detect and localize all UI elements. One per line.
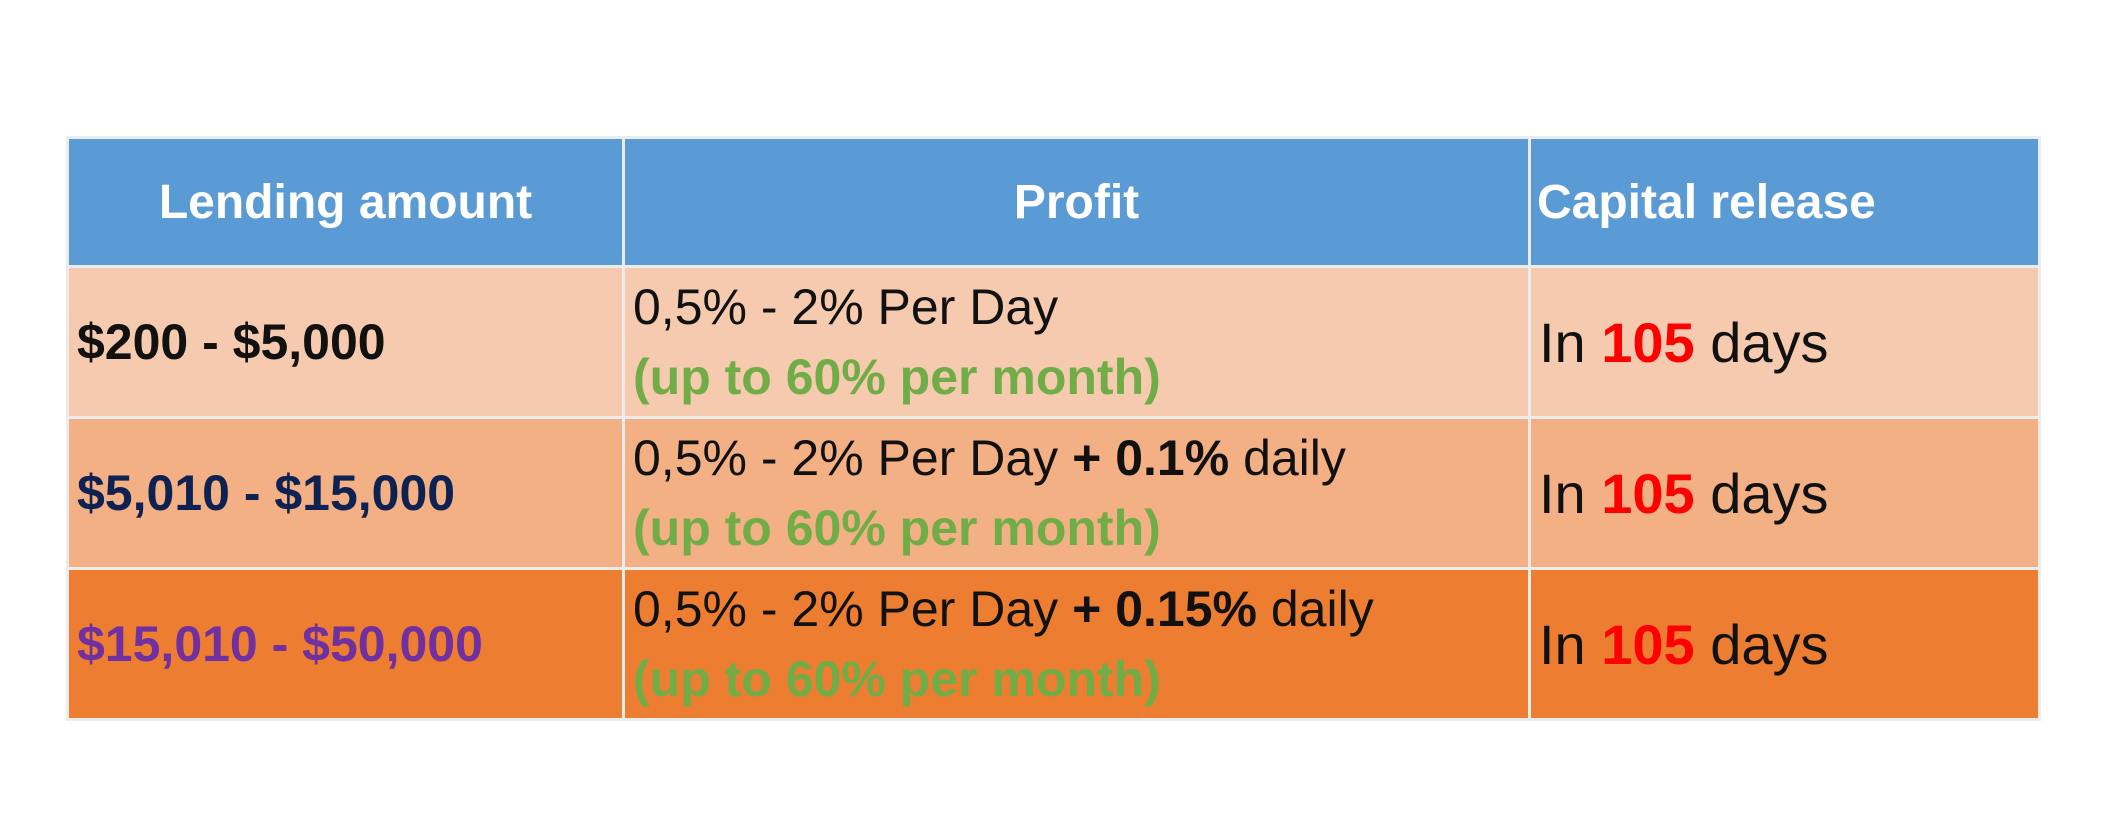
table-row: $5,010 - $15,000 0,5% - 2% Per Day + 0.1… — [66, 416, 2041, 570]
table-header-row: Lending amount Profit Capital release — [66, 136, 2041, 268]
amount-cell: $15,010 - $50,000 — [66, 567, 625, 721]
profit-base: 0,5% - 2% Per Day — [633, 279, 1059, 335]
amount-value: $200 - $5,000 — [77, 314, 386, 370]
profit-bonus-suffix: daily — [1243, 430, 1346, 486]
profit-rate: 0,5% - 2% Per Day — [633, 272, 1520, 342]
release-suffix: days — [1710, 612, 1829, 676]
release-text: In 105 days — [1539, 311, 1829, 374]
profit-note: (up to 60% per month) — [633, 651, 1161, 707]
profit-bonus-prefix: + — [1072, 581, 1102, 637]
profit-base: 0,5% - 2% Per Day — [633, 430, 1059, 486]
amount-cell: $5,010 - $15,000 — [66, 416, 625, 570]
profit-rate: 0,5% - 2% Per Day + 0.1% daily — [633, 423, 1520, 493]
release-days: 105 — [1601, 310, 1695, 374]
release-text: In 105 days — [1539, 462, 1829, 525]
profit-cell: 0,5% - 2% Per Day + 0.15% daily (up to 6… — [622, 567, 1531, 721]
amount-value: $15,010 - $50,000 — [77, 616, 483, 672]
header-lending-amount: Lending amount — [66, 136, 625, 268]
release-suffix: days — [1710, 461, 1829, 525]
release-days: 105 — [1601, 612, 1695, 676]
profit-cell: 0,5% - 2% Per Day + 0.1% daily (up to 60… — [622, 416, 1531, 570]
release-cell: In 105 days — [1528, 567, 2041, 721]
release-prefix: In — [1539, 612, 1586, 676]
release-prefix: In — [1539, 310, 1586, 374]
table-row: $15,010 - $50,000 0,5% - 2% Per Day + 0.… — [66, 567, 2041, 721]
header-profit: Profit — [622, 136, 1531, 268]
profit-bonus-suffix: daily — [1270, 581, 1374, 637]
amount-value: $5,010 - $15,000 — [77, 465, 456, 521]
profit-bonus: 0.15% — [1115, 581, 1257, 637]
amount-cell: $200 - $5,000 — [66, 265, 625, 419]
release-cell: In 105 days — [1528, 265, 2041, 419]
profit-note: (up to 60% per month) — [633, 349, 1161, 405]
release-suffix: days — [1710, 310, 1829, 374]
header-capital-release: Capital release — [1528, 136, 2041, 268]
profit-bonus-prefix: + — [1072, 430, 1102, 486]
release-text: In 105 days — [1539, 613, 1829, 676]
profit-base: 0,5% - 2% Per Day — [633, 581, 1059, 637]
profit-cell: 0,5% - 2% Per Day (up to 60% per month) — [622, 265, 1531, 419]
profit-note: (up to 60% per month) — [633, 500, 1161, 556]
lending-table: Lending amount Profit Capital release $2… — [66, 136, 2041, 721]
table-row: $200 - $5,000 0,5% - 2% Per Day (up to 6… — [66, 265, 2041, 419]
release-prefix: In — [1539, 461, 1586, 525]
release-cell: In 105 days — [1528, 416, 2041, 570]
release-days: 105 — [1601, 461, 1695, 525]
profit-rate: 0,5% - 2% Per Day + 0.15% daily — [633, 574, 1520, 644]
profit-bonus: 0.1% — [1115, 430, 1230, 486]
